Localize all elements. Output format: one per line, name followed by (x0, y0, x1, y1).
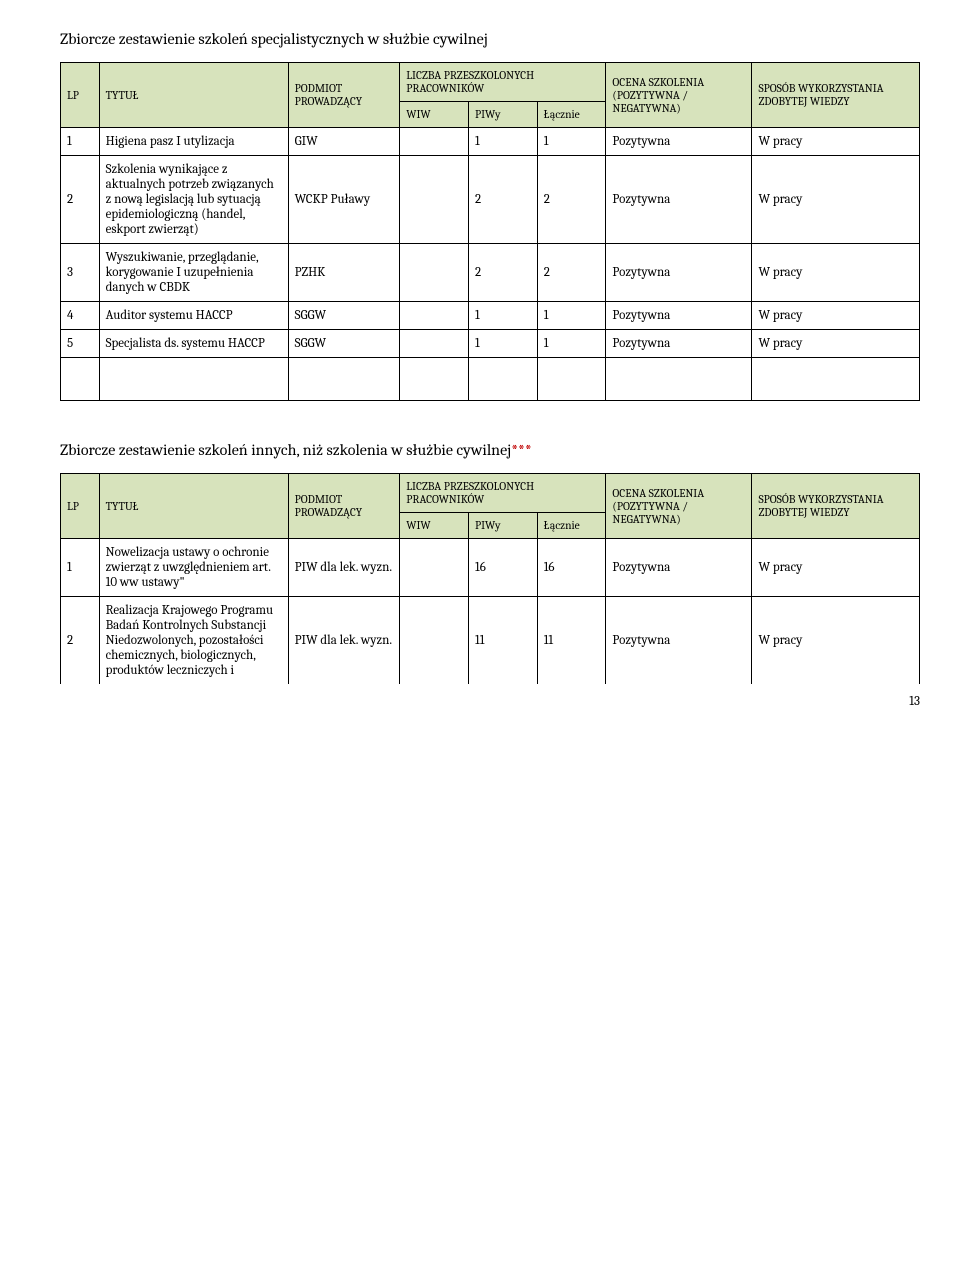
cell-wiw (400, 302, 469, 330)
th-ocena: OCENA SZKOLENIA (POZYTYWNA / NEGATYWNA) (606, 63, 752, 128)
th2-podmiot: PODMIOT PROWADZĄCY (288, 474, 400, 539)
cell-ocena: Pozytywna (606, 302, 752, 330)
cell-podmiot: SGGW (288, 330, 400, 358)
cell-lacznie: 1 (537, 128, 606, 156)
cell-tytul: Higiena pasz I utylizacja (99, 128, 288, 156)
th-lacznie: Łącznie (537, 102, 606, 128)
cell-empty (288, 358, 400, 401)
cell-wiw (400, 330, 469, 358)
table-row: 4Auditor systemu HACCPSGGW11PozytywnaW p… (61, 302, 920, 330)
table-row: 1Higiena pasz I utylizacjaGIW11Pozytywna… (61, 128, 920, 156)
cell-lacznie: 2 (537, 156, 606, 244)
th-wiw: WIW (400, 102, 469, 128)
cell-lacznie: 1 (537, 330, 606, 358)
cell-sposob: W pracy (752, 597, 920, 685)
cell-empty (606, 358, 752, 401)
table-section2: LP TYTUŁ PODMIOT PROWADZĄCY LICZBA PRZES… (60, 473, 920, 684)
cell-sposob: W pracy (752, 330, 920, 358)
th-piwy: PIWy (468, 102, 537, 128)
cell-empty (99, 358, 288, 401)
cell-piwy: 2 (468, 244, 537, 302)
th2-ocena: OCENA SZKOLENIA (POZYTYWNA / NEGATYWNA) (606, 474, 752, 539)
cell-podmiot: SGGW (288, 302, 400, 330)
cell-lp: 1 (61, 128, 100, 156)
page-number: 13 (60, 694, 920, 709)
th2-lacznie: Łącznie (537, 513, 606, 539)
cell-piwy: 1 (468, 330, 537, 358)
cell-tytul: Wyszukiwanie, przeglądanie, korygowanie … (99, 244, 288, 302)
cell-lacznie: 11 (537, 597, 606, 685)
cell-ocena: Pozytywna (606, 330, 752, 358)
table-row: 1Nowelizacja ustawy o ochronie zwierząt … (61, 539, 920, 597)
cell-lp: 5 (61, 330, 100, 358)
cell-ocena: Pozytywna (606, 244, 752, 302)
th2-lp: LP (61, 474, 100, 539)
cell-piwy: 2 (468, 156, 537, 244)
cell-empty (752, 358, 920, 401)
th2-tytul: TYTUŁ (99, 474, 288, 539)
cell-lp: 1 (61, 539, 100, 597)
th-podmiot: PODMIOT PROWADZĄCY (288, 63, 400, 128)
cell-lacznie: 16 (537, 539, 606, 597)
cell-empty (61, 358, 100, 401)
cell-empty (468, 358, 537, 401)
cell-lp: 2 (61, 597, 100, 685)
cell-tytul: Specjalista ds. systemu HACCP (99, 330, 288, 358)
cell-sposob: W pracy (752, 539, 920, 597)
cell-wiw (400, 597, 469, 685)
cell-podmiot: PIW dla lek. wyzn. (288, 597, 400, 685)
cell-podmiot: WCKP Puławy (288, 156, 400, 244)
cell-podmiot: PZHK (288, 244, 400, 302)
section1-title: Zbiorcze zestawienie szkoleń specjalisty… (60, 30, 920, 48)
cell-sposob: W pracy (752, 156, 920, 244)
cell-ocena: Pozytywna (606, 539, 752, 597)
cell-sposob: W pracy (752, 128, 920, 156)
cell-piwy: 1 (468, 302, 537, 330)
th2-liczba: LICZBA PRZESZKOLONYCH PRACOWNIKÓW (400, 474, 606, 513)
th2-piwy: PIWy (468, 513, 537, 539)
th-sposob: SPOSÓB WYKORZYSTANIA ZDOBYTEJ WIEDZY (752, 63, 920, 128)
section2-title-suffix: *** (511, 441, 532, 459)
th-liczba: LICZBA PRZESZKOLONYCH PRACOWNIKÓW (400, 63, 606, 102)
cell-tytul: Szkolenia wynikające z aktualnych potrze… (99, 156, 288, 244)
cell-ocena: Pozytywna (606, 597, 752, 685)
table-row: 5Specjalista ds. systemu HACCPSGGW11Pozy… (61, 330, 920, 358)
table-row: 3Wyszukiwanie, przeglądanie, korygowanie… (61, 244, 920, 302)
cell-lacznie: 2 (537, 244, 606, 302)
cell-sposob: W pracy (752, 302, 920, 330)
cell-ocena: Pozytywna (606, 128, 752, 156)
cell-lp: 3 (61, 244, 100, 302)
table-row-empty (61, 358, 920, 401)
table-row: 2Szkolenia wynikające z aktualnych potrz… (61, 156, 920, 244)
cell-wiw (400, 539, 469, 597)
cell-wiw (400, 244, 469, 302)
th2-sposob: SPOSÓB WYKORZYSTANIA ZDOBYTEJ WIEDZY (752, 474, 920, 539)
cell-piwy: 1 (468, 128, 537, 156)
cell-sposob: W pracy (752, 244, 920, 302)
cell-piwy: 11 (468, 597, 537, 685)
cell-empty (400, 358, 469, 401)
th2-wiw: WIW (400, 513, 469, 539)
cell-tytul: Auditor systemu HACCP (99, 302, 288, 330)
cell-lp: 4 (61, 302, 100, 330)
section2-title-main: Zbiorcze zestawienie szkoleń innych, niż… (60, 441, 511, 459)
table-section1: LP TYTUŁ PODMIOT PROWADZĄCY LICZBA PRZES… (60, 62, 920, 401)
th-tytul: TYTUŁ (99, 63, 288, 128)
cell-ocena: Pozytywna (606, 156, 752, 244)
cell-empty (537, 358, 606, 401)
cell-lp: 2 (61, 156, 100, 244)
section2-title: Zbiorcze zestawienie szkoleń innych, niż… (60, 441, 920, 459)
cell-wiw (400, 156, 469, 244)
cell-tytul: Nowelizacja ustawy o ochronie zwierząt z… (99, 539, 288, 597)
cell-lacznie: 1 (537, 302, 606, 330)
table-row: 2Realizacja Krajowego Programu Badań Kon… (61, 597, 920, 685)
cell-podmiot: GIW (288, 128, 400, 156)
th-lp: LP (61, 63, 100, 128)
cell-wiw (400, 128, 469, 156)
cell-podmiot: PIW dla lek. wyzn. (288, 539, 400, 597)
cell-piwy: 16 (468, 539, 537, 597)
cell-tytul: Realizacja Krajowego Programu Badań Kont… (99, 597, 288, 685)
